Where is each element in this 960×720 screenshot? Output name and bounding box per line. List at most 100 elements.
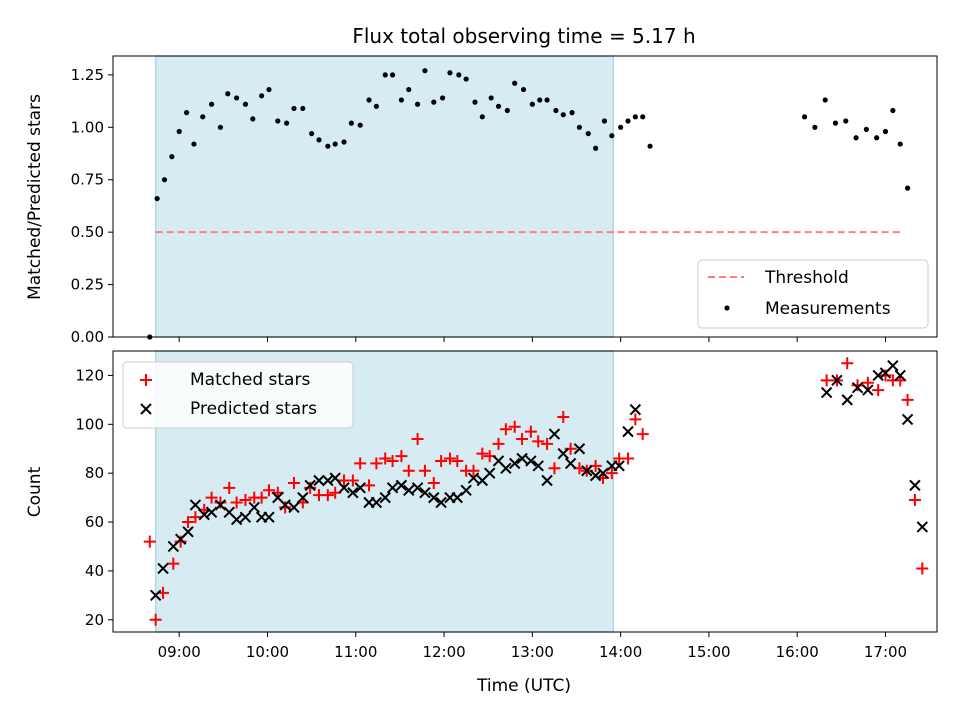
matched-stars-point [451, 454, 464, 467]
measurements-point [593, 145, 599, 151]
predicted-stars-point [557, 447, 569, 460]
matched-stars-point [841, 357, 854, 370]
measurements-point [325, 143, 331, 149]
measurements-point [406, 86, 412, 93]
measurements-point [843, 118, 849, 124]
predicted-stars-point [279, 499, 291, 511]
matched-stars-point [370, 457, 383, 470]
measurements-point [266, 86, 272, 93]
predicted-stars-point [508, 457, 521, 470]
measurements-point [316, 137, 322, 143]
measurements-point [640, 114, 646, 120]
measurements-point [853, 135, 859, 141]
matched-stars-point [223, 481, 236, 494]
flux-ratio-legend: Threshold Measurements [697, 259, 929, 329]
matched-stars-point [287, 476, 300, 489]
matched-stars-point [174, 535, 187, 548]
matched-stars-legend-label: Matched stars [190, 370, 310, 390]
measurements-point [341, 139, 347, 145]
x-tick-label: 15:00 [687, 643, 730, 661]
predicted-stars-point [157, 562, 169, 575]
matched-stars-point [443, 452, 456, 465]
matched-stars-point [262, 484, 275, 497]
matched-stars-point [532, 435, 545, 448]
measurements-point [609, 133, 615, 139]
measurements-point [414, 101, 421, 107]
flux-ratio-axes-ticks: 0.00 0.25 0.50 0.75 1.00 1.25 [71, 66, 886, 346]
measurements-point [537, 97, 543, 103]
predicted-stars-point [532, 460, 544, 472]
matched-stars-point [386, 454, 399, 467]
matched-stars-point [411, 432, 424, 445]
flux-ratio-panel: 0.00 0.25 0.50 0.75 1.00 1.25 Matched/Predict… [25, 55, 938, 346]
measurements-point [472, 99, 478, 105]
matched-stars-point [516, 432, 529, 445]
measurements-point [217, 124, 224, 130]
measurements-point [348, 120, 354, 126]
predicted-stars-point [205, 506, 218, 518]
y-tick-label: 80 [85, 464, 104, 482]
matched-stars-point [304, 481, 317, 494]
predicted-stars-point [467, 472, 480, 484]
count-y-label: Count [25, 466, 45, 517]
matched-stars-point [541, 437, 554, 450]
measurements-point [259, 93, 265, 99]
predicted-stars-point [916, 521, 928, 533]
measurements-point [479, 114, 485, 120]
y-tick-label: 0.00 [71, 328, 104, 346]
matched-stars-point [321, 489, 334, 502]
predicted-stars-point [541, 474, 553, 487]
predicted-stars-point [198, 509, 210, 521]
predicted-stars-point [597, 467, 609, 479]
predicted-stars-point [304, 479, 316, 492]
x-tick-label: 12:00 [422, 643, 465, 661]
threshold-legend-label: Threshold [764, 268, 849, 288]
x-tick-label: 16:00 [776, 643, 819, 661]
measurements-point [832, 120, 839, 126]
matched-stars-point [402, 464, 415, 477]
flux-ratio-axes-frame [112, 55, 938, 338]
predicted-stars-point [831, 374, 843, 387]
measurements-point [291, 105, 297, 112]
matched-stars-point [861, 376, 874, 389]
matched-stars-point [557, 410, 570, 423]
predicted-stars-point [370, 496, 383, 509]
measurements-point [389, 72, 396, 78]
x-tick-label: 17:00 [864, 643, 907, 661]
matched-stars-point [230, 496, 243, 509]
matched-stars-point [636, 428, 649, 441]
measurements-point [863, 126, 869, 132]
measurements-point [822, 97, 828, 103]
predicted-stars-point [239, 511, 252, 523]
measurements-point [332, 141, 338, 147]
measurements-point [529, 101, 535, 107]
measurements-legend-label: Measurements [765, 299, 891, 319]
predicted-stars-point [313, 474, 325, 487]
predicted-stars-point [329, 472, 341, 484]
measurements-point [812, 124, 818, 130]
measurements-point [234, 95, 240, 101]
predicted-stars-point [589, 469, 602, 482]
count-series [143, 357, 929, 626]
measurements-point [560, 112, 566, 118]
matched-stars-point [508, 420, 521, 433]
matched-stars-point [622, 452, 634, 465]
y-tick-label: 1.00 [71, 118, 104, 136]
matched-stars-point [548, 462, 561, 475]
predicted-stars-point [354, 482, 366, 494]
predicted-stars-point [263, 511, 275, 523]
predicted-stars-point [581, 465, 593, 477]
measurements-point [801, 114, 808, 120]
measurements-point [300, 105, 306, 112]
measurements-point [585, 130, 591, 137]
y-tick-label: 20 [85, 611, 104, 629]
count-axes-ticks: 09:00 10:00 11:00 12:00 13:00 14:00 15:00 16:00… [75, 366, 907, 661]
matched-stars-point [879, 369, 892, 382]
measurements-point [447, 70, 453, 76]
measurements-point [366, 97, 372, 103]
predicted-stars-point [288, 501, 300, 514]
y-tick-label: 0.75 [71, 171, 104, 189]
measurements-point [618, 124, 624, 130]
x-axis-label: Time (UTC) [476, 676, 571, 696]
predicted-stars-point [230, 513, 243, 526]
